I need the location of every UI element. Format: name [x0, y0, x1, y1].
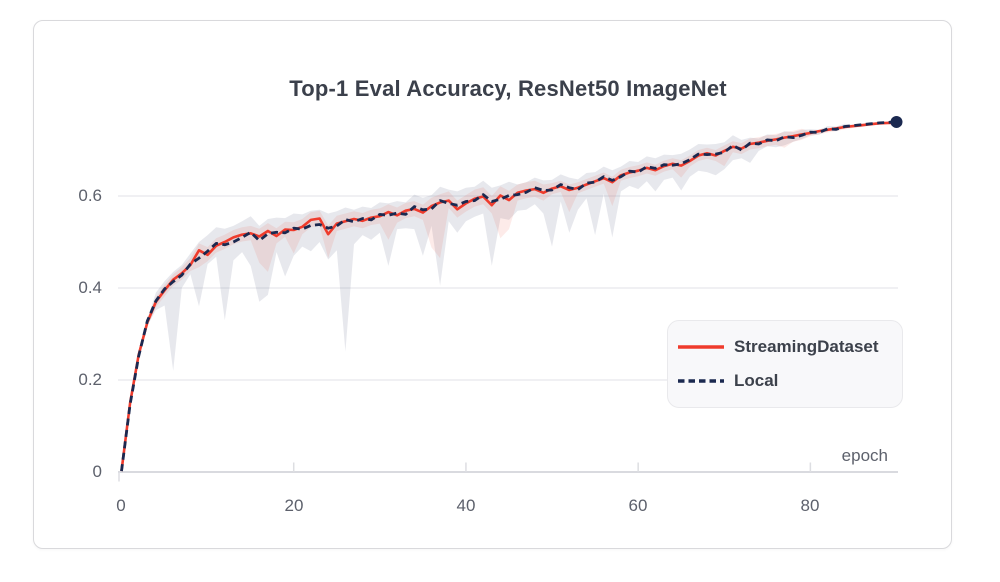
final-epoch-marker: [890, 115, 903, 128]
x-tick-label-80: 80: [800, 496, 820, 515]
streamingdataset-line: [120, 121, 897, 472]
legend-label-streamingdataset: StreamingDataset: [734, 337, 879, 356]
local-line: [120, 120, 897, 472]
legend-label-local: Local: [734, 371, 779, 390]
chart-card: [33, 20, 952, 549]
legend-item-local: Local: [678, 365, 902, 397]
legend: StreamingDataset Local: [667, 320, 903, 408]
local-minmax-band: [121, 121, 897, 472]
x-tick-label-20: 20: [284, 496, 304, 515]
x-tick-label-0: 0: [116, 496, 126, 515]
x-tick-label-40: 40: [456, 496, 476, 515]
y-tick-label-0.2: 0.2: [78, 370, 102, 389]
y-tick-label-0.4: 0.4: [78, 278, 102, 297]
x-axis-title: epoch: [841, 446, 888, 465]
y-tick-label-0: 0: [92, 462, 102, 481]
local-dashed-line-swatch-icon: [678, 379, 724, 383]
x-tick-label-60: 60: [628, 496, 648, 515]
chart-title: Top-1 Eval Accuracy, ResNet50 ImageNet: [289, 76, 727, 101]
streaming-minmax-band: [121, 121, 897, 473]
legend-item-streamingdataset: StreamingDataset: [678, 331, 902, 363]
streamingdataset-line-swatch-icon: [678, 345, 724, 349]
y-tick-label-0.6: 0.6: [78, 186, 102, 205]
